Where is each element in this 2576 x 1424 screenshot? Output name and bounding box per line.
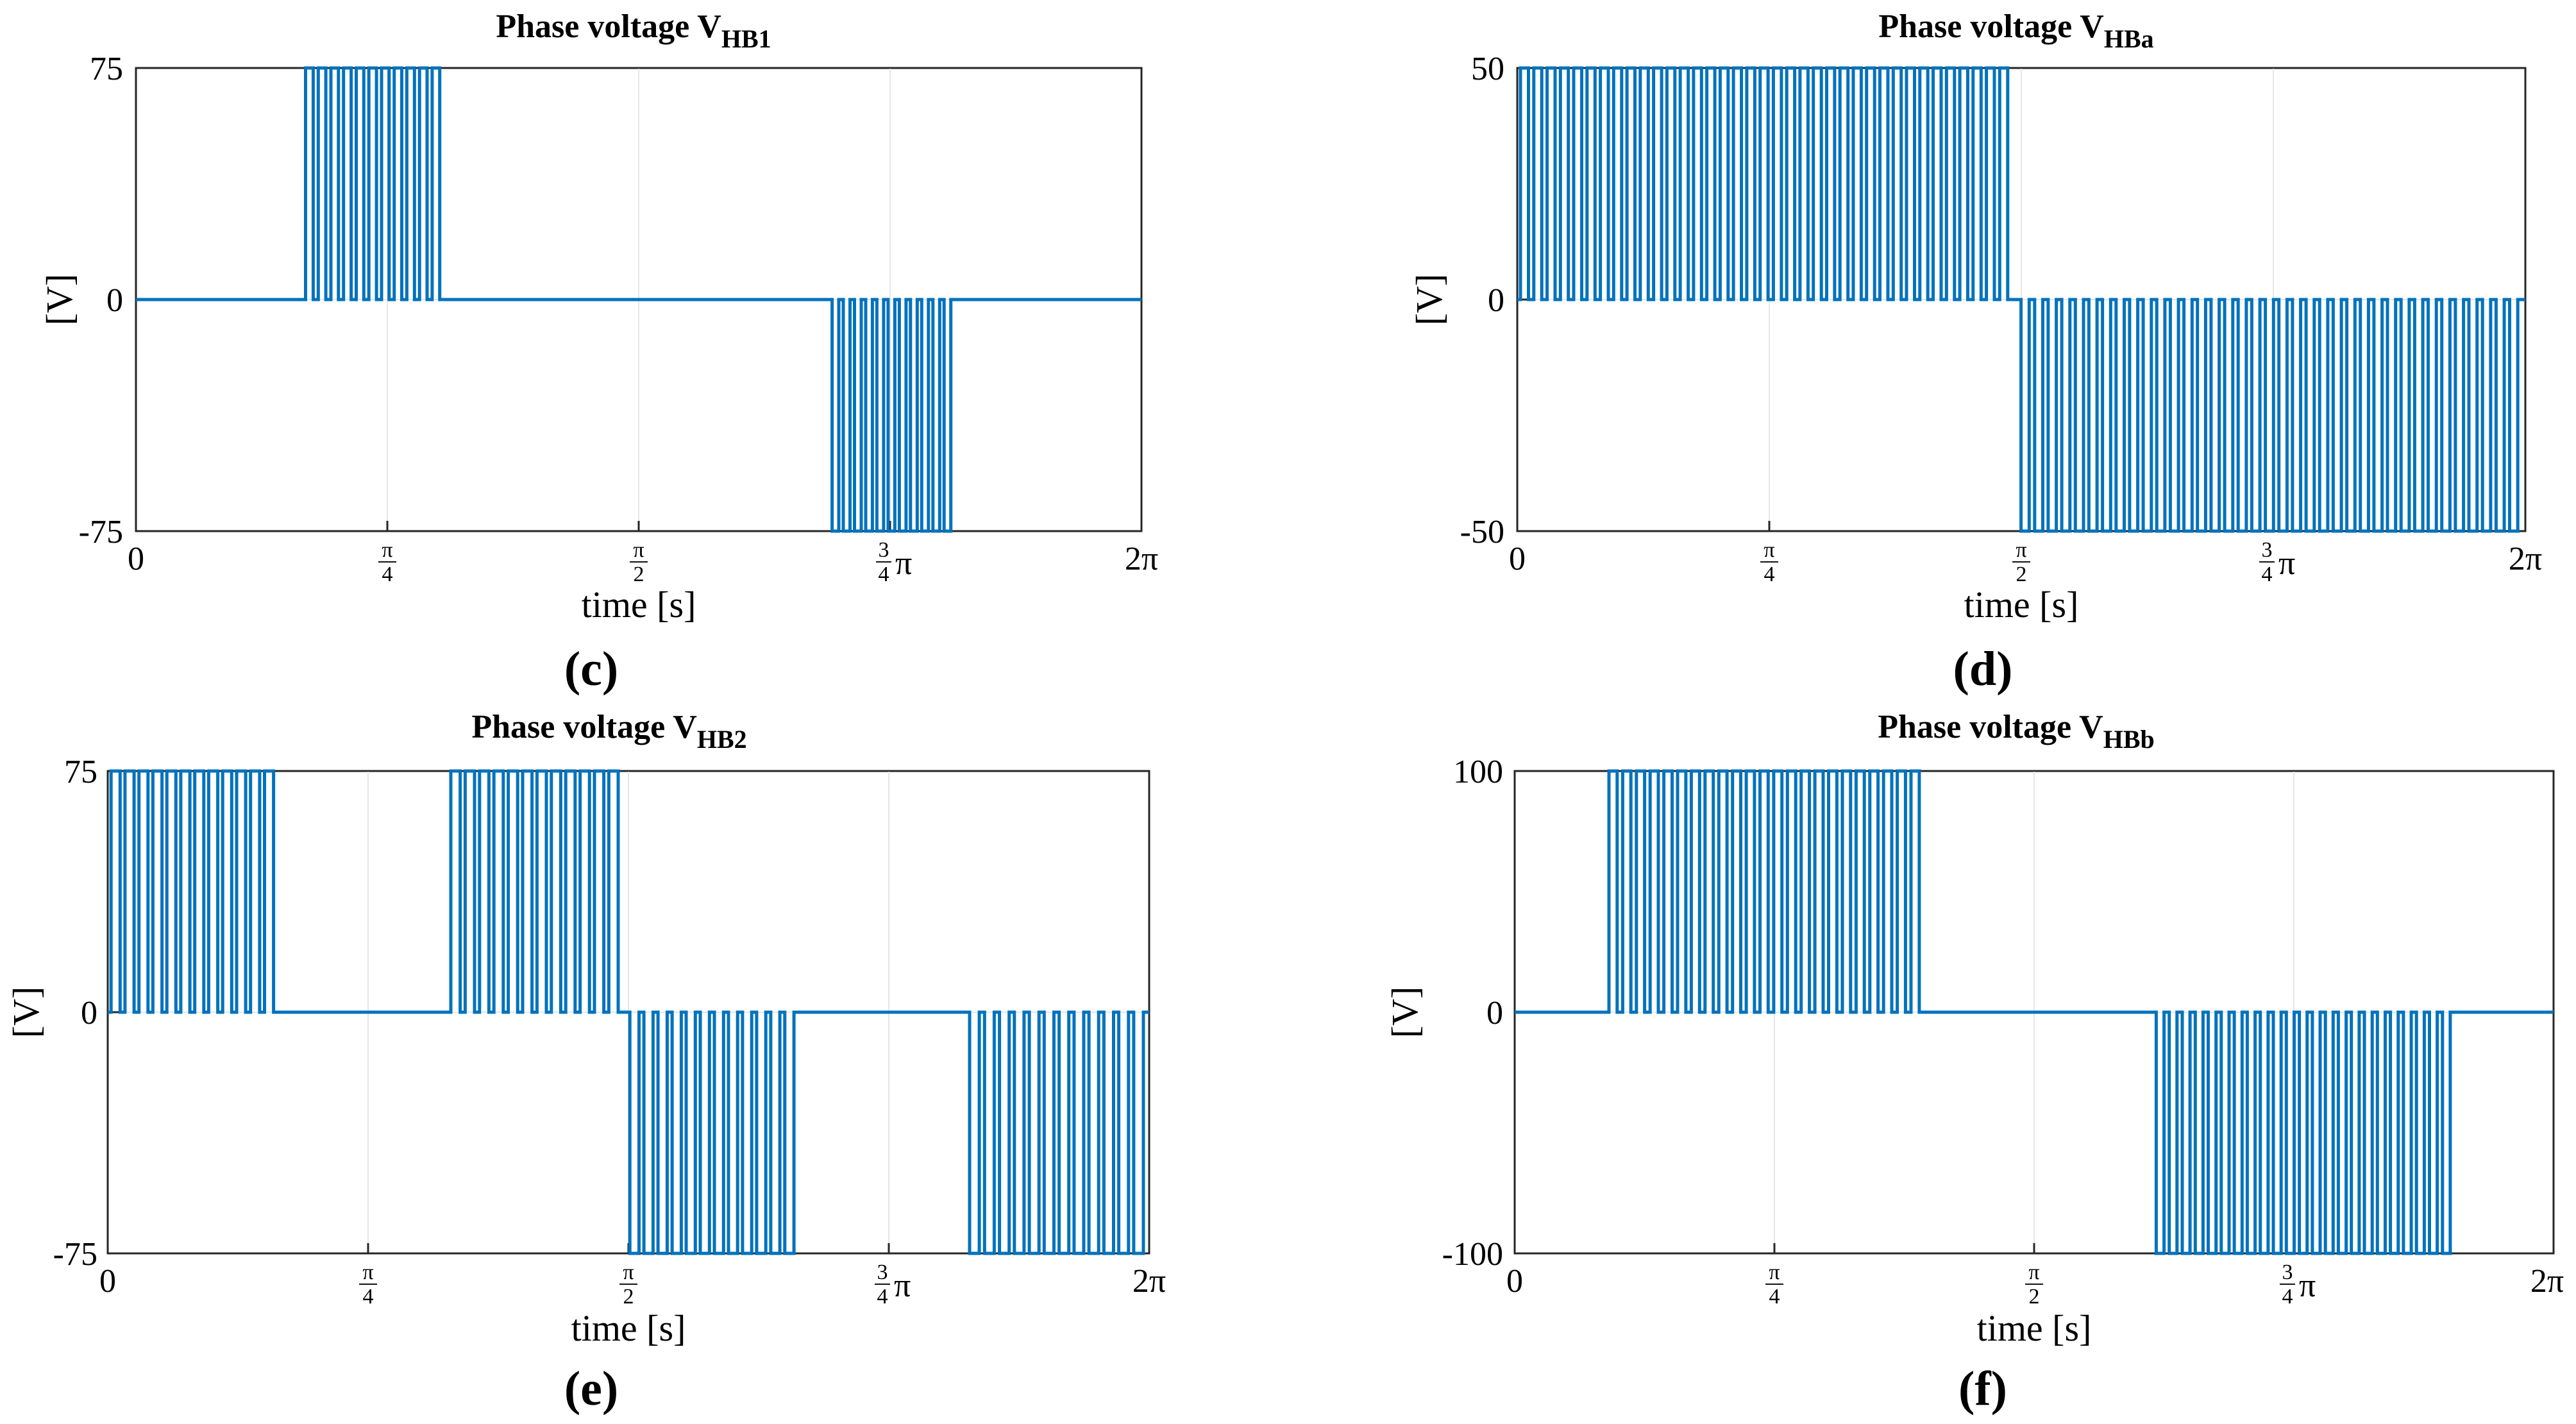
panel-c-xtick-pi4-den: 4	[382, 563, 393, 586]
panel-c-title: Phase voltage VHB1	[496, 8, 771, 53]
panel-d-xtick-3pi4-tail: π	[2278, 545, 2295, 582]
panel-c-xtick-3pi4-tail: π	[895, 545, 912, 582]
panel-c-caption: (c)	[564, 642, 618, 696]
panel-d-xtick-2pi: 2π	[2509, 541, 2542, 577]
panel-e-caption: (e)	[564, 1362, 618, 1416]
panel-d-xtick-pi4: π 4	[1760, 538, 1778, 586]
panel-d-xtick-pi2-num: π	[2016, 538, 2026, 562]
panel-e-xtick-pi2: π 2	[619, 1260, 637, 1309]
panel-e-xtick-2pi: 2π	[1132, 1263, 1166, 1300]
panel-d-ytick-label-1: 0	[1488, 282, 1504, 319]
panel-f-xtick-pi4: π 4	[1765, 1260, 1783, 1309]
panel-d-ytick-label-2: 50	[1471, 51, 1504, 87]
panel-e-xtick-pi2-den: 2	[623, 1285, 634, 1309]
panel-d-ytick-label-0: -50	[1460, 514, 1504, 550]
panel-d-xtick-pi2-den: 2	[2016, 563, 2027, 586]
panel-e-xtick-pi2-num: π	[623, 1260, 634, 1284]
panel-c-xtick-3pi4: 3 4 π	[876, 538, 912, 586]
panel-c-xtick-2pi: 2π	[1125, 541, 1158, 577]
panel-f-xtick-pi4-den: 4	[1769, 1285, 1780, 1309]
panel-e: Phase voltage VHB2 75 0 -75 0 π 4 π	[5, 709, 1166, 1416]
panel-f-ytick-label-1: 0	[1486, 995, 1503, 1031]
panel-f: Phase voltage VHBb 100 0 -100 0 π 4 π	[1384, 709, 2564, 1416]
panel-c: Phase voltage VHB1 75 0 -75 0 π 4 π	[38, 8, 1158, 696]
panel-d: Phase voltage VHBa 50 0 -50 0 π 4 π	[1408, 8, 2542, 696]
panel-e-xtick-0: 0	[99, 1263, 116, 1300]
panel-f-xtick-pi2-num: π	[2028, 1260, 2039, 1284]
panel-f-xtick-3pi4-num: 3	[2282, 1260, 2293, 1284]
panel-d-xtick-pi4-num: π	[1764, 538, 1774, 562]
panel-d-xtick-pi2: π 2	[2012, 538, 2030, 586]
panel-d-xlabel: time [s]	[1964, 584, 2079, 625]
panel-c-xtick-pi4: π 4	[378, 538, 396, 586]
panel-f-xtick-pi4-num: π	[1769, 1260, 1780, 1284]
panel-d-xtick-3pi4: 3 4 π	[2259, 538, 2295, 586]
panel-f-caption: (f)	[1958, 1362, 2007, 1416]
panel-c-ylabel: [V]	[38, 274, 80, 326]
panel-d-caption: (d)	[1953, 642, 2013, 696]
panel-e-title: Phase voltage VHB2	[471, 709, 746, 754]
panel-e-xtick-pi4-den: 4	[363, 1285, 374, 1309]
panel-e-xlabel: time [s]	[571, 1307, 686, 1349]
panel-f-ylabel: [V]	[1384, 987, 1426, 1038]
panel-e-ytick-label-1: 0	[81, 995, 97, 1031]
panel-f-xtick-3pi4-tail: π	[2299, 1267, 2316, 1304]
panel-f-xlabel: time [s]	[1977, 1307, 2092, 1349]
panel-e-xtick-pi4-num: π	[362, 1260, 373, 1284]
panel-e-ylabel: [V]	[5, 987, 47, 1038]
panel-d-xtick-pi4-den: 4	[1764, 563, 1775, 586]
panel-e-xtick-3pi4: 3 4 π	[875, 1260, 911, 1309]
panel-c-xtick-3pi4-num: 3	[879, 538, 889, 562]
panel-d-xtick-3pi4-den: 4	[2262, 563, 2273, 586]
panel-d-waveform	[1517, 66, 2525, 533]
panel-f-xtick-2pi: 2π	[2530, 1263, 2564, 1300]
panel-d-xtick-0: 0	[1509, 541, 1526, 577]
panel-e-ytick-label-2: 75	[64, 754, 97, 790]
panel-e-xtick-pi4: π 4	[359, 1260, 377, 1309]
panel-f-xtick-pi2: π 2	[2025, 1260, 2043, 1309]
panel-e-xtick-3pi4-tail: π	[894, 1267, 911, 1304]
panel-f-xtick-3pi4: 3 4 π	[2280, 1260, 2316, 1309]
panel-d-title: Phase voltage VHBa	[1878, 8, 2153, 53]
panel-d-ylabel: [V]	[1408, 274, 1450, 326]
panel-e-ytick-label-0: -75	[53, 1236, 97, 1273]
panel-f-xtick-0: 0	[1506, 1263, 1523, 1300]
panel-f-ytick-label-0: -100	[1442, 1236, 1503, 1273]
panel-c-xtick-pi2: π 2	[630, 538, 648, 586]
panel-f-waveform	[1515, 769, 2554, 1255]
panel-c-xtick-pi2-num: π	[633, 538, 644, 562]
panel-d-xtick-3pi4-num: 3	[2262, 538, 2273, 562]
panel-c-waveform	[136, 66, 1141, 533]
panel-e-xtick-3pi4-num: 3	[877, 1260, 888, 1284]
panel-c-ytick-label-1: 0	[106, 282, 123, 319]
panel-f-title: Phase voltage VHBb	[1878, 709, 2155, 754]
panel-c-ytick-label-2: 75	[90, 51, 123, 87]
panel-f-xtick-3pi4-den: 4	[2282, 1285, 2293, 1309]
panel-f-xtick-pi2-den: 2	[2029, 1285, 2040, 1309]
panel-c-xlabel: time [s]	[582, 584, 696, 625]
panel-c-xtick-pi2-den: 2	[634, 563, 644, 586]
panel-c-xtick-pi4-num: π	[382, 538, 392, 562]
panel-c-xtick-0: 0	[128, 541, 144, 577]
panel-e-xtick-3pi4-den: 4	[877, 1285, 888, 1309]
panel-e-waveform	[108, 769, 1149, 1255]
panel-c-xtick-3pi4-den: 4	[879, 563, 889, 586]
panel-c-ytick-label-0: -75	[79, 514, 123, 550]
panel-f-ytick-label-2: 100	[1453, 754, 1503, 790]
